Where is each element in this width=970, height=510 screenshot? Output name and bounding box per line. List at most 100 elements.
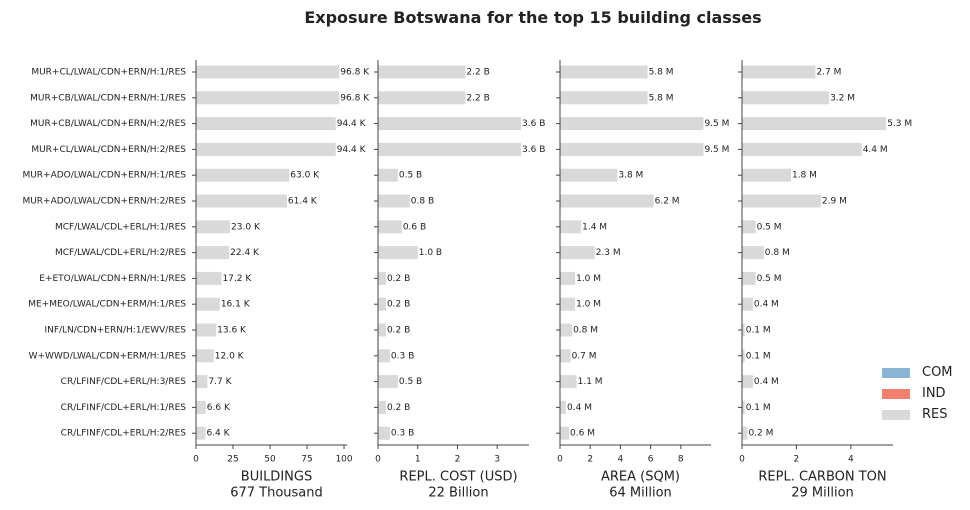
bar <box>378 426 390 440</box>
x-axis-label: REPL. COST (USD) <box>399 470 517 485</box>
x-tick-label: 2 <box>794 455 800 465</box>
bar <box>196 246 230 260</box>
bar-value-label: 0.2 B <box>387 300 410 310</box>
category-label: ME+MEO/LWAL/CDN+ERM/H:1/RES <box>28 300 186 310</box>
bar <box>196 168 290 182</box>
x-axis-total: 22 Billion <box>428 486 488 501</box>
bar-value-label: 1.8 M <box>792 171 817 181</box>
bar-value-label: 5.3 M <box>887 119 912 129</box>
x-tick-label: 3 <box>494 455 500 465</box>
x-tick-label: 0 <box>739 455 745 465</box>
bar <box>742 400 745 414</box>
bar <box>196 375 208 389</box>
bar-value-label: 0.4 M <box>567 403 592 413</box>
bar <box>196 220 231 234</box>
bar-value-label: 63.0 K <box>290 171 320 181</box>
bar-value-label: 0.2 B <box>387 274 410 284</box>
bar <box>196 142 336 156</box>
bar <box>196 194 287 208</box>
bar-value-label: 12.0 K <box>215 351 245 361</box>
chart-title: Exposure Botswana for the top 15 buildin… <box>304 8 762 27</box>
bar-value-label: 17.2 K <box>222 274 252 284</box>
bar-value-label: 1.0 M <box>576 300 601 310</box>
bar <box>742 297 753 311</box>
bar <box>378 142 522 156</box>
bar-value-label: 1.0 B <box>419 248 442 258</box>
x-tick-label: 75 <box>301 455 312 465</box>
bar-value-label: 0.6 M <box>570 429 595 439</box>
bar-value-label: 0.6 B <box>403 222 426 232</box>
legend-item: RES <box>882 404 953 425</box>
bar <box>560 194 654 208</box>
bar-value-label: 96.8 K <box>340 93 370 103</box>
bar-value-label: 0.8 B <box>411 197 434 207</box>
bar-value-label: 0.1 M <box>746 326 771 336</box>
x-tick-label: 8 <box>678 455 684 465</box>
bar <box>196 349 214 363</box>
bar-value-label: 0.4 M <box>754 300 779 310</box>
bar <box>560 349 571 363</box>
bar-value-label: 6.6 K <box>207 403 231 413</box>
bar <box>742 220 756 234</box>
x-axis-total: 64 Million <box>609 486 672 501</box>
legend-label: RES <box>922 407 948 422</box>
bar-value-label: 2.9 M <box>822 197 847 207</box>
bar <box>742 271 756 285</box>
category-label: MCF/LWAL/CDL+ERL/H:2/RES <box>55 248 186 258</box>
bar-value-label: 13.6 K <box>217 326 247 336</box>
bar-value-label: 9.5 M <box>704 119 729 129</box>
x-tick-label: 50 <box>264 455 276 465</box>
x-tick-label: 2 <box>455 455 461 465</box>
bar-value-label: 22.4 K <box>230 248 260 258</box>
bar-value-label: 5.8 M <box>649 93 674 103</box>
x-axis-label: BUILDINGS <box>241 470 312 485</box>
bar <box>196 297 220 311</box>
bar <box>742 323 745 337</box>
bar-value-label: 1.1 M <box>578 377 603 387</box>
category-label: CR/LFINF/CDL+ERL/H:3/RES <box>61 377 187 387</box>
bar <box>196 426 206 440</box>
category-label: MUR+ADO/LWAL/CDN+ERN/H:2/RES <box>22 197 186 207</box>
bar <box>196 323 217 337</box>
bar-value-label: 23.0 K <box>231 222 261 232</box>
bar <box>378 375 398 389</box>
bar-value-label: 0.8 M <box>765 248 790 258</box>
bar-value-label: 61.4 K <box>288 197 318 207</box>
bar-value-label: 3.2 M <box>830 93 855 103</box>
category-label: MUR+CB/LWAL/CDN+ERN/H:1/RES <box>30 93 186 103</box>
category-label: CR/LFINF/CDL+ERL/H:2/RES <box>61 429 187 439</box>
bar <box>560 142 704 156</box>
x-tick-label: 1 <box>415 455 421 465</box>
x-axis-total: 29 Million <box>791 486 854 501</box>
bar-value-label: 1.4 M <box>582 222 607 232</box>
bar <box>378 246 418 260</box>
category-label: MUR+CL/LWAL/CDN+ERN/H:2/RES <box>31 145 186 155</box>
bar <box>742 246 764 260</box>
category-label: E+ETO/LWAL/CDN+ERN/H:1/RES <box>39 274 186 284</box>
legend-swatch <box>882 367 910 378</box>
category-label: MUR+CB/LWAL/CDN+ERN/H:2/RES <box>30 119 186 129</box>
bar-value-label: 2.3 M <box>596 248 621 258</box>
legend: COM IND RES <box>882 362 953 425</box>
bar-value-label: 2.2 B <box>466 68 489 78</box>
bar-value-label: 1.0 M <box>576 274 601 284</box>
x-tick-label: 6 <box>648 455 654 465</box>
bar-value-label: 6.4 K <box>206 429 230 439</box>
bar <box>196 65 340 79</box>
x-tick-label: 100 <box>335 455 352 465</box>
bar-value-label: 94.4 K <box>337 119 367 129</box>
bar <box>378 117 522 131</box>
bar <box>196 400 206 414</box>
bar-value-label: 2.7 M <box>816 68 841 78</box>
legend-swatch <box>882 409 910 420</box>
bar <box>378 297 386 311</box>
x-tick-label: 4 <box>618 455 624 465</box>
bar <box>560 117 704 131</box>
x-tick-label: 4 <box>848 455 854 465</box>
bar-value-label: 7.7 K <box>208 377 232 387</box>
bar-value-label: 0.3 B <box>391 351 414 361</box>
bar <box>378 271 386 285</box>
bar <box>196 91 340 105</box>
category-label: MUR+CL/LWAL/CDN+ERN/H:1/RES <box>31 68 186 78</box>
